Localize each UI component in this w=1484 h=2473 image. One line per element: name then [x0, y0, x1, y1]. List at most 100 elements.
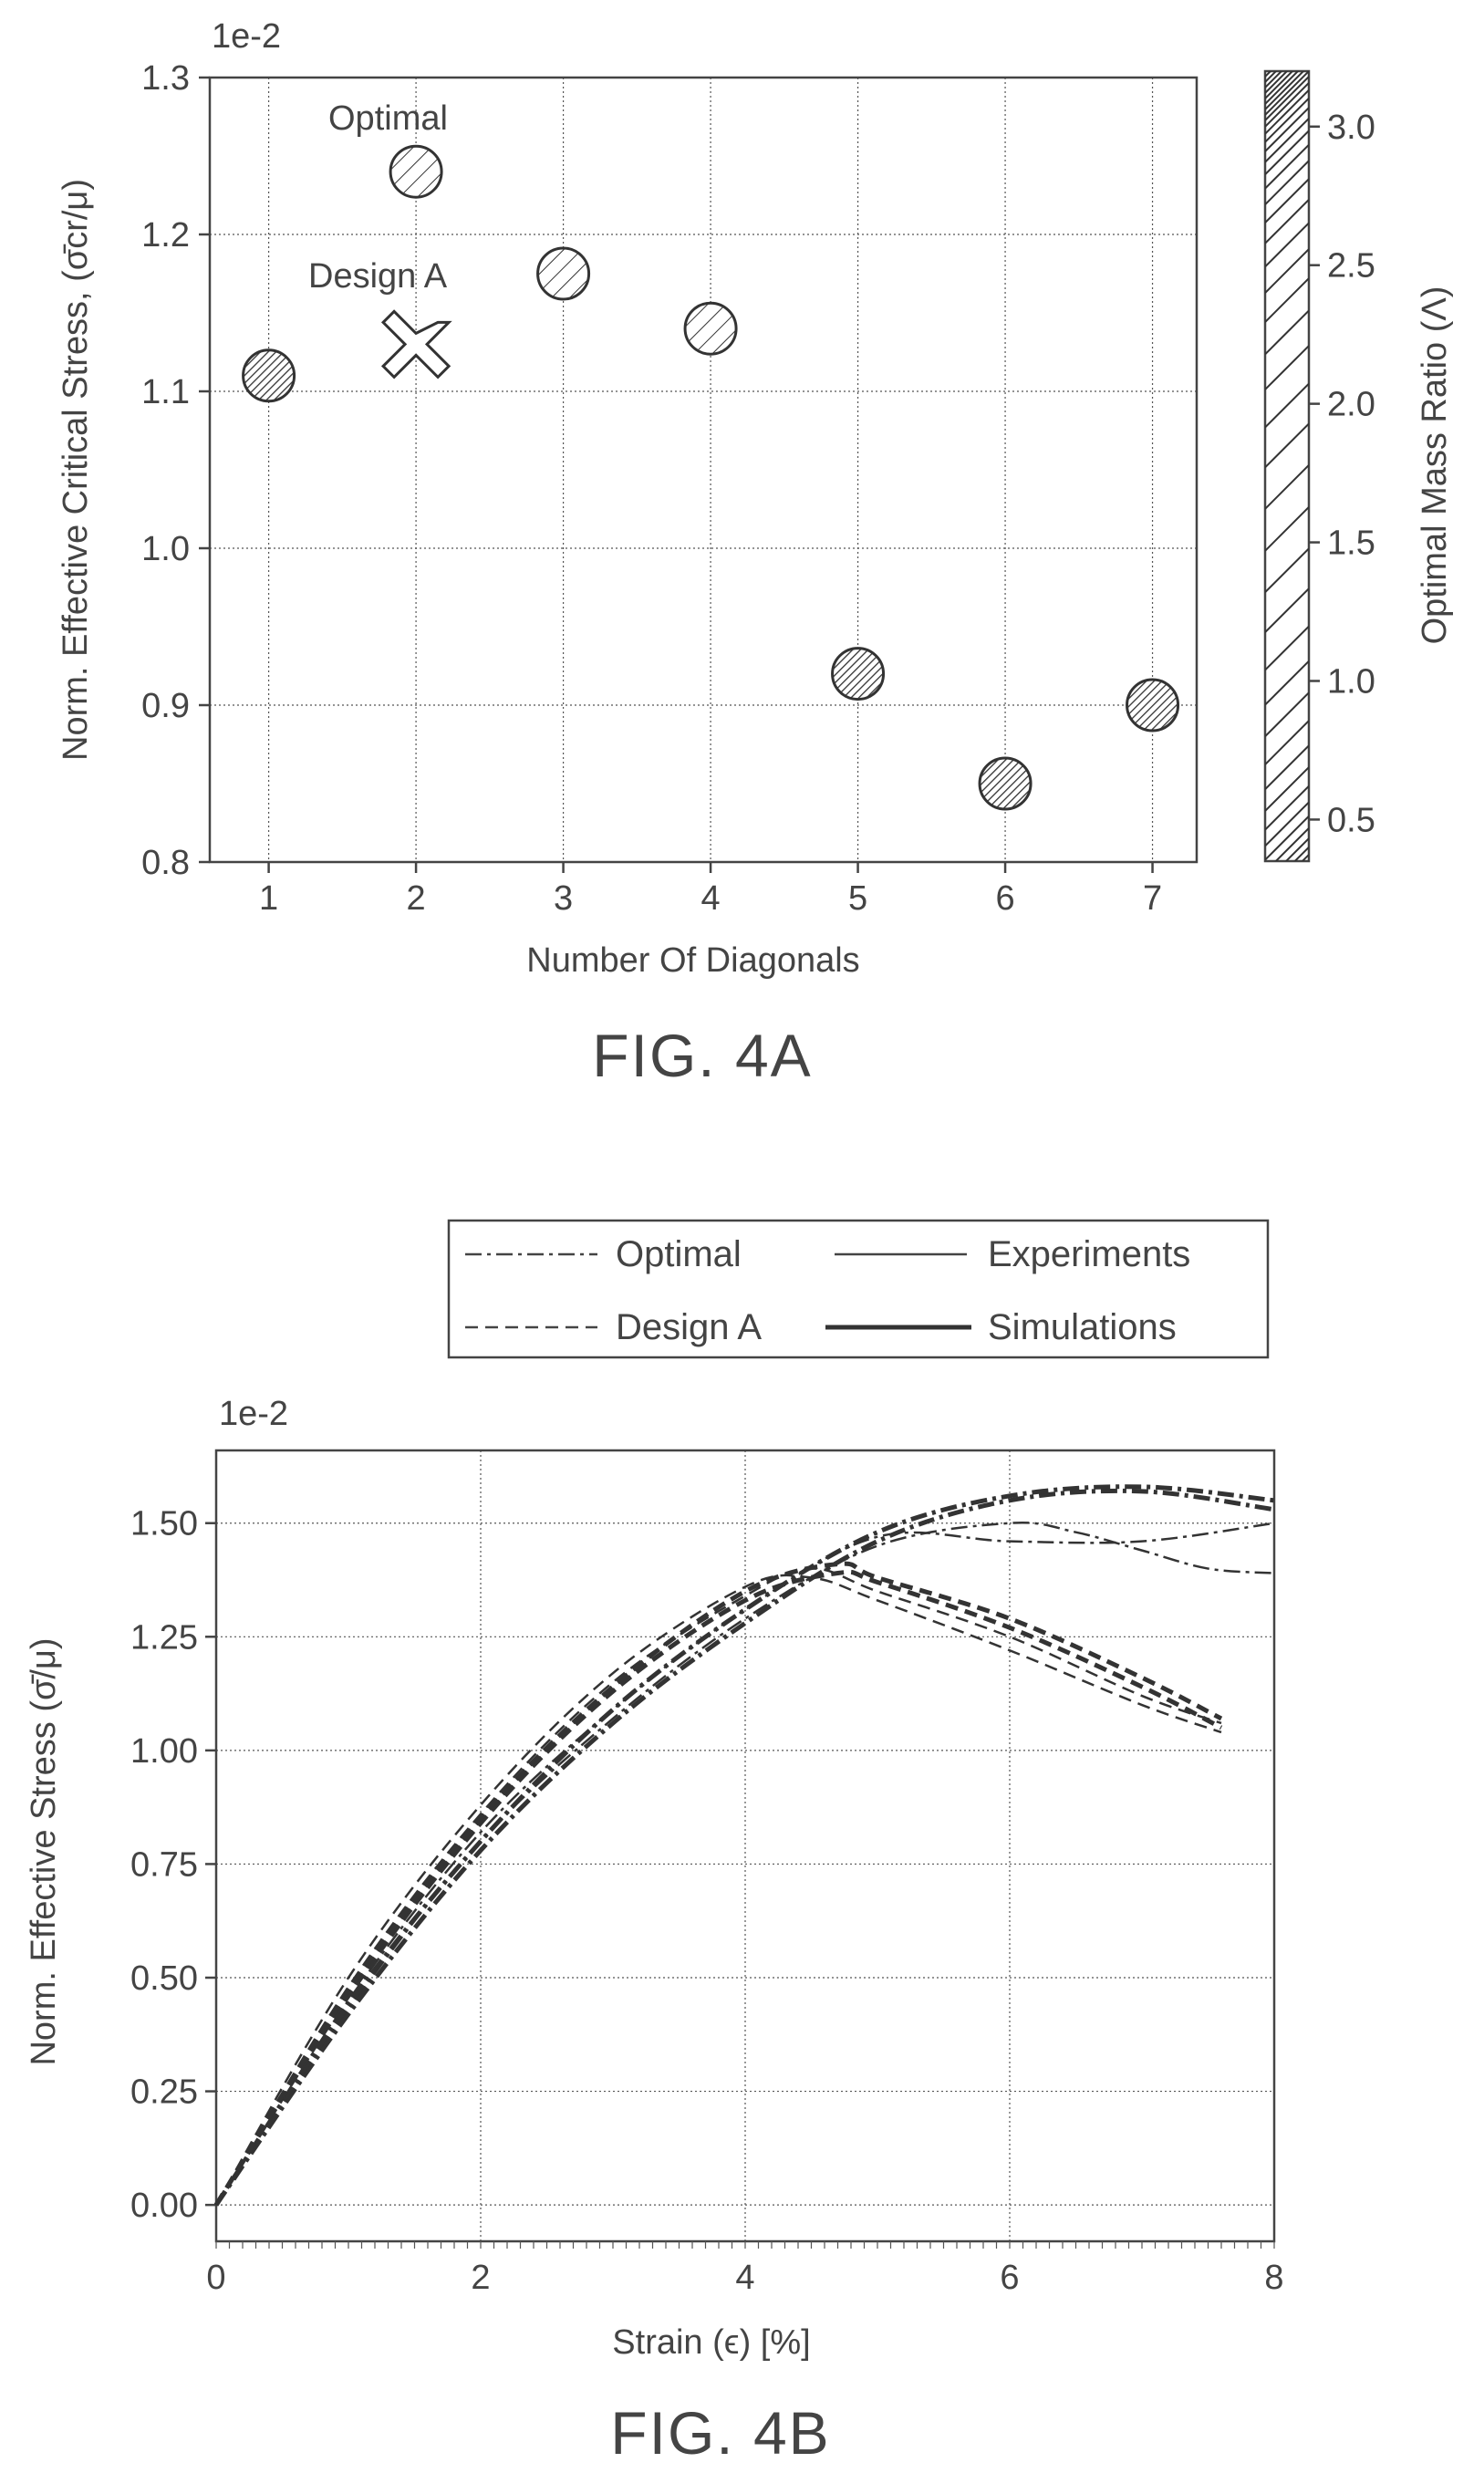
- colorbar-hatch-line: [1265, 71, 1283, 88]
- y-tick-label: 1.25: [130, 1618, 198, 1657]
- y-tick-label: 1.2: [141, 216, 190, 255]
- figure-4b: Optimal Experiments Design A Simulations…: [25, 1219, 1284, 2467]
- series-line-design-a-experiment: [214, 1567, 1222, 2206]
- colorbar-hatch-line: [1265, 801, 1309, 847]
- colorbar-hatch-line: [1265, 899, 1309, 943]
- stress-strain-curves: [213, 1484, 1275, 2207]
- colorbar-hatch-line: [1265, 720, 1309, 765]
- legend-4b: Optimal Experiments Design A Simulations: [447, 1219, 1270, 1359]
- legend-label-optimal: Optimal: [616, 1234, 742, 1274]
- legend-label-simulations: Simulations: [988, 1307, 1177, 1347]
- colorbar-hatch-line: [1265, 660, 1309, 706]
- exponent-label-4b: 1e-2: [219, 1395, 288, 1433]
- colorbar-hatch-line: [1265, 222, 1309, 268]
- scatter-point: [683, 301, 738, 356]
- colorbar-hatch-line: [1265, 691, 1309, 737]
- colorbar-hatch-line: [1265, 905, 1309, 949]
- colorbar-hatch-line: [1265, 89, 1309, 135]
- colorbar-hatch-line: [1284, 837, 1309, 861]
- y-tick-label: 0.50: [130, 1959, 198, 1998]
- x-tick-label: 8: [1264, 2259, 1283, 2297]
- figure-label-4b: FIG. 4B: [610, 2399, 830, 2467]
- x-tick-label: 6: [1000, 2259, 1019, 2297]
- annotation-design-a: Design A: [308, 257, 448, 296]
- colorbar-tick-label: 2.5: [1327, 247, 1375, 286]
- colorbar-hatch-line: [1265, 382, 1309, 429]
- colorbar-hatch-line: [1265, 277, 1309, 323]
- design-a-marker: [380, 309, 452, 379]
- colorbar-hatch-line: [1265, 547, 1309, 594]
- y-tick-label: 1.50: [130, 1505, 198, 1543]
- colorbar-hatch-line: [1265, 76, 1309, 121]
- colorbar-tick-label: 0.5: [1327, 801, 1375, 839]
- colorbar-tick-label: 1.5: [1327, 525, 1375, 563]
- colorbar-hatch-line: [1265, 867, 1309, 910]
- colorbar-hatch-line: [1274, 827, 1309, 861]
- x-axis-title-4b: Strain (ϵ) [%]: [612, 2323, 810, 2362]
- y-tick-label: 1.0: [141, 530, 190, 568]
- x-tick-label: 4: [735, 2259, 754, 2297]
- y-tick-label: 0.8: [141, 844, 190, 882]
- colorbar-hatch-line: [1265, 71, 1278, 83]
- colorbar-hatch-line: [1265, 16, 1309, 60]
- y-tick-label: 1.1: [141, 373, 190, 411]
- colorbar-hatch-line: [1265, 107, 1309, 152]
- colorbar-hatch-line: [1265, 878, 1309, 921]
- y-axis-title-4a: Norm. Effective Critical Stress, (σ̄cr/μ…: [57, 179, 95, 761]
- scatter-point: [242, 348, 296, 403]
- scatter-point: [389, 144, 443, 199]
- design-a-cross: [380, 309, 452, 379]
- colorbar-hatch-line: [1265, 199, 1309, 244]
- colorbar-hatch-line: [1265, 130, 1309, 176]
- colorbar-hatch-line: [1265, 309, 1309, 356]
- colorbar-hatch-line: [1265, 894, 1309, 938]
- colorbar-tick-label: 1.0: [1327, 662, 1375, 701]
- colorbar-hatch-line: [1265, 506, 1309, 552]
- annotation-optimal: Optimal: [328, 99, 448, 138]
- colorbar-hatch-line: [1265, 71, 1294, 99]
- figure-label-4a: FIG. 4A: [592, 1022, 812, 1089]
- colorbar-hatch-line: [1265, 625, 1309, 671]
- colorbar-hatch-line: [1265, 118, 1309, 163]
- colorbar-hatching: [1265, 16, 1309, 949]
- x-tick-label: 7: [1143, 879, 1162, 918]
- series-line-optimal-simulation: [213, 1488, 1275, 2207]
- colorbar-hatch-line: [1265, 766, 1309, 812]
- x-tick-label: 5: [848, 879, 867, 918]
- colorbar-hatch-line: [1265, 785, 1309, 831]
- colorbar-hatch-line: [1265, 144, 1309, 190]
- colorbar-ticks: 0.5 1.0 1.5 2.0 2.5 3.0: [1309, 109, 1375, 839]
- x-tick-label: 6: [995, 879, 1014, 918]
- x-ticks-4b: 0 2 4 6 8: [206, 2241, 1284, 2297]
- plot-frame-4a: [208, 76, 1199, 864]
- colorbar-hatch-line: [1265, 744, 1309, 791]
- colorbar-hatch-line: [1265, 883, 1309, 927]
- y-tick-label: 0.00: [130, 2187, 198, 2225]
- colorbar-hatch-line: [1265, 178, 1309, 223]
- legend-box: [447, 1219, 1270, 1359]
- legend-label-design-a: Design A: [616, 1307, 762, 1347]
- figure-4a: 0.8 0.9 1.0 1.1 1.2 1.3 1 2 3 4 5 6 7 1e-2 Norm. Ef…: [57, 16, 1454, 1089]
- colorbar-hatch-lines: [1265, 16, 1309, 949]
- scatter-points-4a: [242, 144, 1180, 811]
- colorbar-title: Optimal Mass Ratio (Λ): [1416, 286, 1454, 645]
- series-line-design-a-experiment: [214, 1574, 1222, 2206]
- y-tick-label: 0.75: [130, 1845, 198, 1884]
- x-axis-title-4a: Number Of Diagonals: [526, 941, 859, 980]
- series-line-design-a-simulation: [213, 1561, 1223, 2207]
- colorbar-hatch-line: [1293, 846, 1309, 861]
- colorbar-hatch-line: [1265, 71, 1267, 72]
- colorbar-hatch-line: [1265, 248, 1309, 294]
- x-tick-label: 4: [701, 879, 721, 918]
- colorbar-hatch-line: [1265, 587, 1309, 633]
- colorbar-hatch-line: [1265, 464, 1309, 510]
- x-tick-label: 2: [471, 2259, 490, 2297]
- colorbar-hatch-line: [1265, 872, 1309, 916]
- colorbar-hatch-line: [1265, 816, 1309, 861]
- x-tick-label: 2: [407, 879, 426, 918]
- series-line-optimal-simulation: [213, 1484, 1275, 2207]
- x-tick-label: 0: [206, 2259, 225, 2297]
- x-ticks-4a: 1 2 3 4 5 6 7: [259, 862, 1162, 918]
- colorbar-tick-label: 3.0: [1327, 109, 1375, 147]
